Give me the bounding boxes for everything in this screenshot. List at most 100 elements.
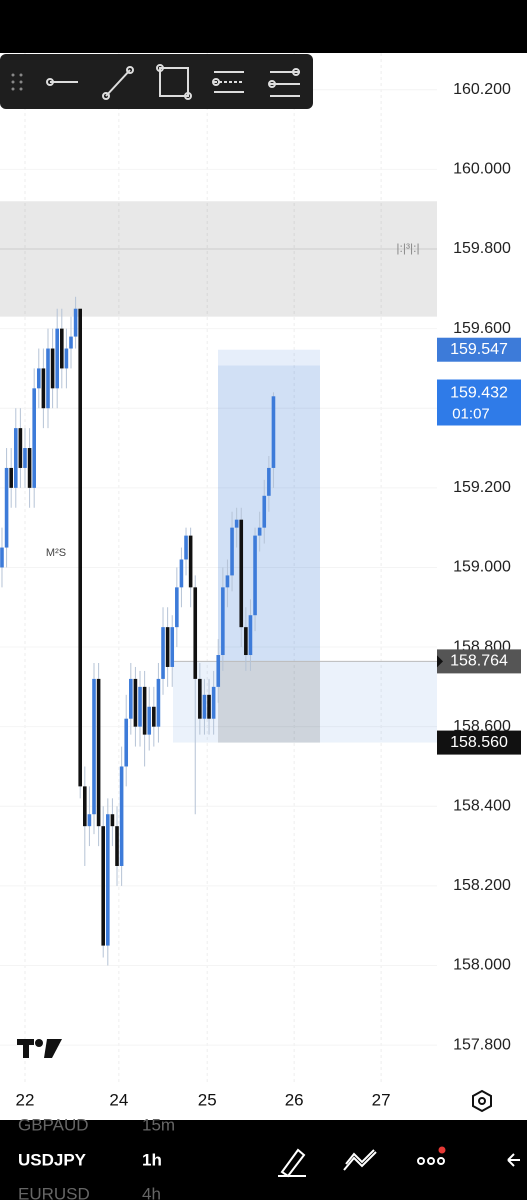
zone-line-label: |:|³|:| [396,241,419,255]
candle-body [13,428,18,488]
symbol-interval[interactable]: 4h [142,1184,161,1200]
symbol-name[interactable]: GBPAUD [18,1115,89,1134]
rectangle-tool[interactable] [156,64,192,100]
candle-body [175,587,179,628]
y-tick-label: 159.800 [453,240,511,257]
candle-body [267,467,271,496]
price-label: 158.560 [450,734,508,751]
candle-body [46,348,50,409]
candle-body [59,328,64,369]
current-price-bg [437,379,521,426]
candle-body [50,348,55,389]
current-price-label: 159.432 [450,385,508,402]
countdown-label: 01:07 [452,405,490,422]
x-tick-label: 22 [16,1090,35,1109]
price-label-bg [437,337,521,362]
candle-body [170,627,175,667]
candle-body [147,706,152,735]
symbol-name[interactable]: USDJPY [18,1150,87,1169]
candle-body [248,615,253,656]
candle-body [32,388,36,488]
candle-body [129,678,133,719]
candle-body [69,336,73,349]
tradingview-logo [17,1039,62,1058]
indicators-icon[interactable] [343,1149,377,1171]
settings-icon[interactable] [472,1089,492,1113]
chart: 22 24 25 26 27 157.800 158.000 158.200 158.400 15… [0,53,521,1109]
y-tick-label: 159.600 [453,320,511,337]
candle-body [184,535,188,560]
price-label-bg [437,649,521,674]
candle-body [96,678,101,827]
draw-icon[interactable] [278,1148,306,1178]
candle-body [142,686,147,735]
candle-body [257,527,262,536]
candle-body [152,706,156,727]
candle-body [92,678,96,815]
candle-body [18,428,23,468]
candle-body [87,814,92,827]
trend-line-tool[interactable] [102,66,134,100]
price-marker [437,655,443,668]
candle-body [133,678,138,727]
symbol-interval[interactable]: 15m [142,1115,175,1134]
candle-body [262,495,267,528]
stop-zone [218,661,320,743]
symbol-name[interactable]: EURUSD [18,1184,90,1200]
candle-body [207,694,211,719]
filled-zone [218,365,320,662]
zone-rectangle [0,201,437,317]
y-tick-label: 158.200 [453,877,511,894]
x-tick-label: 25 [198,1090,217,1109]
candle-body [211,686,216,719]
y-tick-label: 160.000 [453,161,511,178]
candle-body [179,559,184,588]
candle-body [138,686,142,727]
candle-body [0,547,4,568]
candle-body [202,694,207,719]
candle-body [271,396,276,468]
horizontal-line-tool[interactable] [46,78,78,86]
bottom-bar: GBPAUD 15m USDJPY 1h EURUSD 4h [0,1115,527,1200]
status-bar [0,0,527,53]
candle-body [225,575,230,588]
y-tick-label: 160.200 [453,81,511,98]
x-tick-label: 24 [109,1090,128,1109]
y-tick-label: 159.000 [453,559,511,576]
y-tick-label: 159.200 [453,479,511,496]
candle-body [73,308,78,337]
candle-body [55,328,59,389]
candle-body [239,519,244,628]
toolbar-bg [0,54,313,109]
price-label: 158.764 [450,653,508,670]
drag-handle [11,73,23,91]
candle-body [106,814,110,946]
symbol-interval[interactable]: 1h [142,1150,162,1169]
candle-body [64,348,69,369]
x-tick-label: 26 [285,1090,304,1109]
notification-dot [438,1146,446,1154]
candle-body [36,368,41,389]
candle-body [9,467,13,488]
candle-body [4,467,9,548]
fib-tool[interactable] [212,71,244,93]
more-icon[interactable] [417,1157,445,1165]
candle-body [78,308,83,787]
candle-body [193,587,198,679]
price-label: 159.547 [450,341,508,358]
candle-body [253,535,257,616]
candle-body [23,448,27,468]
y-tick-label: 157.800 [453,1036,511,1053]
candle-body [230,527,234,576]
candle-body [83,786,87,827]
y-tick-label: 158.000 [453,957,511,974]
candle-body [124,718,129,767]
candle-body [161,627,165,679]
candle-body [165,627,170,667]
candle-body [110,814,115,827]
y-tick-label: 158.400 [453,797,511,814]
back-icon[interactable] [507,1153,520,1167]
candle-body [101,826,106,946]
position-tool[interactable] [268,68,300,97]
